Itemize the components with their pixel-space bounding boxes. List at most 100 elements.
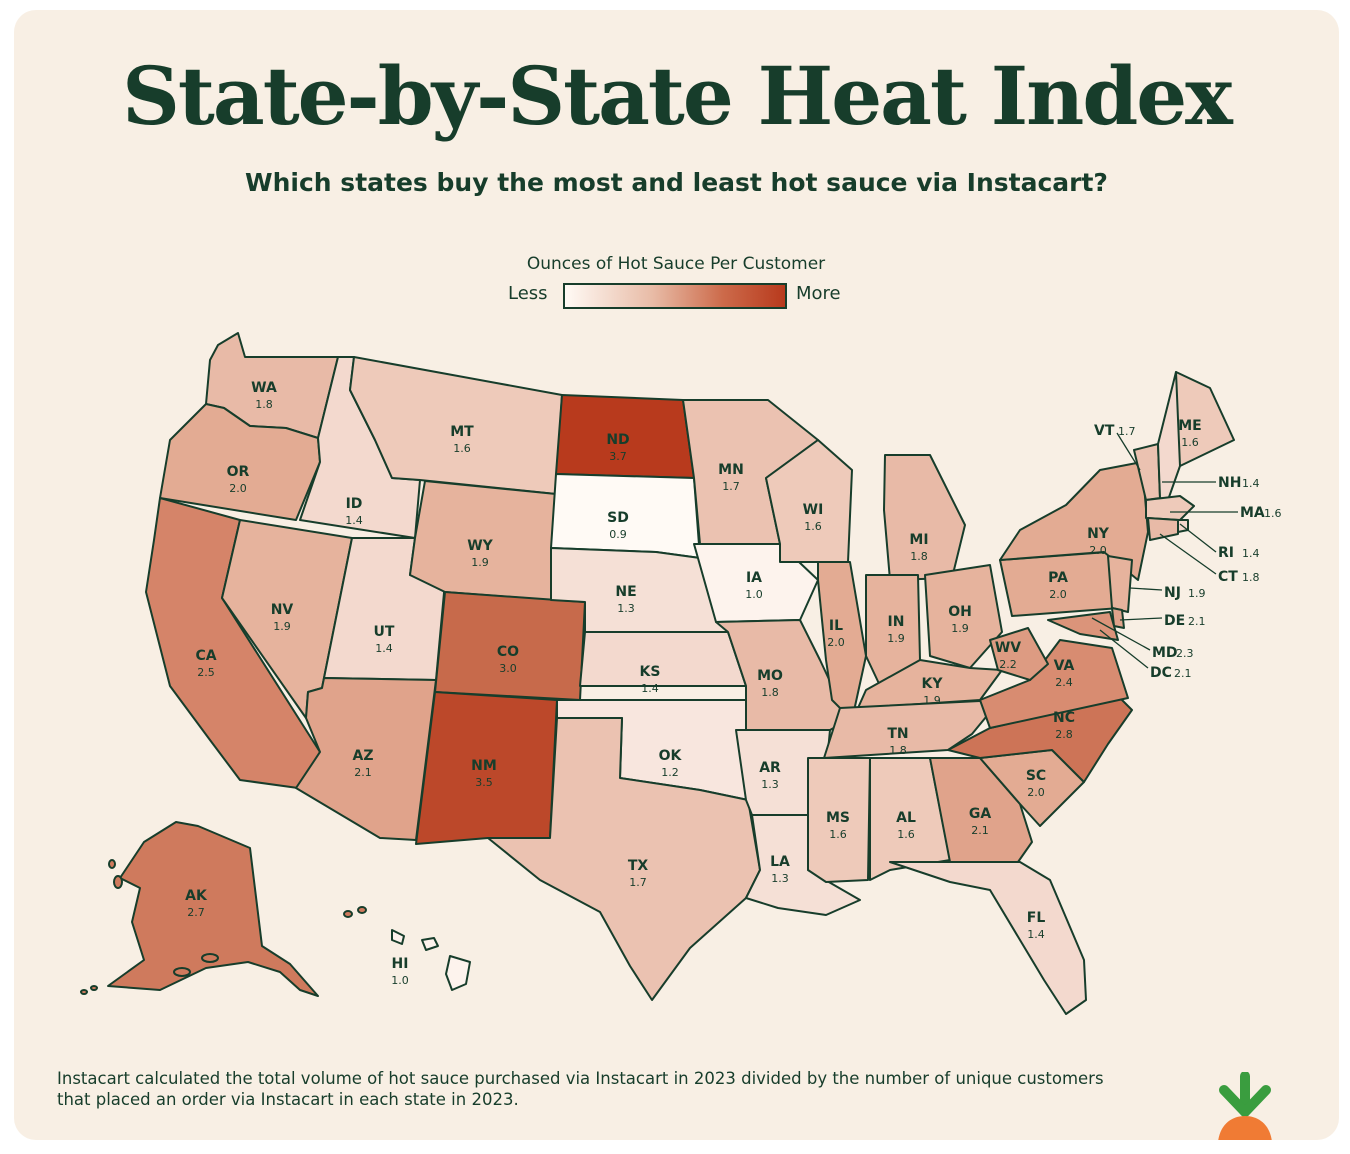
state-value-al: 1.6 (897, 828, 915, 841)
state-abbr-ky: KY (922, 676, 944, 692)
state-value-va: 2.4 (1055, 676, 1073, 689)
page-subtitle: Which states buy the most and least hot … (245, 168, 1108, 197)
state-value-dc: 2.1 (1174, 667, 1192, 680)
state-value-me: 1.6 (1181, 436, 1199, 449)
state-shape-wv (989, 627, 1049, 681)
state-value-mo: 1.8 (761, 686, 779, 699)
state-labels: WA 1.8 OR 2.0 CA 2.5 ID 1.4 NV 1.9 UT 1.4 AZ 2.1 MT 1.6… (185, 380, 1281, 987)
state-abbr-ny: NY (1087, 526, 1110, 542)
state-shape-nh (1157, 371, 1181, 501)
state-abbr-me: ME (1178, 418, 1202, 434)
state-value-ut: 1.4 (375, 642, 393, 655)
state-abbr-mt: MT (450, 424, 474, 440)
state-value-md: 2.3 (1176, 647, 1194, 660)
state-abbr-tn: TN (887, 726, 908, 742)
state-abbr-vt: VT (1094, 423, 1115, 439)
state-abbr-ga: GA (969, 806, 991, 822)
state-abbr-az: AZ (353, 748, 374, 764)
state-value-co: 3.0 (499, 662, 517, 675)
state-abbr-or: OR (227, 464, 250, 480)
ak-island-1 (173, 967, 191, 977)
state-value-wi: 1.6 (804, 520, 822, 533)
state-value-pa: 2.0 (1049, 588, 1067, 601)
state-abbr-wa: WA (251, 380, 277, 396)
state-value-ok: 1.2 (661, 766, 679, 779)
state-abbr-ut: UT (374, 624, 395, 640)
state-value-or: 2.0 (229, 482, 247, 495)
state-value-nj: 1.9 (1188, 587, 1206, 600)
state-abbr-ks: KS (640, 664, 661, 680)
state-abbr-il: IL (829, 618, 843, 634)
state-abbr-dc: DC (1150, 665, 1172, 681)
state-value-il: 2.0 (827, 636, 845, 649)
state-shape-ny (999, 461, 1149, 581)
legend-title: Ounces of Hot Sauce Per Customer (526, 254, 826, 274)
state-abbr-wv: WV (995, 640, 1021, 656)
ak-island-2 (113, 875, 123, 889)
state-abbr-oh: OH (948, 604, 972, 620)
state-abbr-tx: TX (628, 858, 649, 874)
state-abbr-ca: CA (195, 648, 216, 664)
state-value-mn: 1.7 (722, 480, 740, 493)
ak-island-4 (90, 985, 98, 991)
state-abbr-sd: SD (607, 510, 629, 526)
state-value-wy: 1.9 (471, 556, 489, 569)
state-shape-fl (889, 861, 1087, 1015)
state-abbr-ne: NE (615, 584, 636, 600)
state-value-wv: 2.2 (999, 658, 1017, 671)
leader-line-md (1091, 617, 1151, 651)
state-abbr-va: VA (1054, 658, 1075, 674)
state-shape-hi (391, 929, 471, 991)
state-shape-nj (1107, 555, 1133, 613)
state-value-hi: 1.0 (391, 974, 409, 987)
state-value-ak: 2.7 (187, 906, 205, 919)
state-abbr-wi: WI (803, 502, 824, 518)
leader-line-nj (1129, 587, 1163, 591)
state-abbr-ok: OK (659, 748, 683, 764)
leader-line-ct (1159, 533, 1217, 575)
legend-gradient-bar (563, 283, 787, 309)
state-value-id: 1.4 (345, 514, 363, 527)
state-shape-oh (924, 564, 1003, 669)
state-abbr-ak: AK (185, 888, 208, 904)
state-shape-tx (487, 717, 761, 1001)
state-value-ky: 1.9 (923, 694, 941, 707)
state-value-vt: 1.7 (1118, 425, 1136, 438)
state-abbr-mi: MI (909, 532, 928, 548)
state-abbr-nj: NJ (1164, 585, 1181, 601)
state-value-oh: 1.9 (951, 622, 969, 635)
ak-island-3 (108, 859, 116, 869)
state-abbr-al: AL (896, 810, 916, 826)
leader-line-vt (1116, 432, 1141, 471)
state-value-nd: 3.7 (609, 450, 627, 463)
ak-island-6 (343, 910, 353, 918)
state-shape-tn (823, 699, 1001, 759)
state-shape-de (1111, 607, 1125, 629)
state-value-in: 1.9 (887, 632, 905, 645)
state-value-az: 2.1 (354, 766, 372, 779)
state-value-fl: 1.4 (1027, 928, 1045, 941)
ak-island-0 (201, 953, 219, 963)
state-abbr-hi: HI (392, 956, 409, 972)
infographic-card: State-by-State Heat Index Which states b… (14, 10, 1339, 1140)
state-abbr-ar: AR (759, 760, 781, 776)
state-abbr-co: CO (497, 644, 519, 660)
instacart-carrot-logo-icon (1218, 1072, 1272, 1140)
state-abbr-nh: NH (1218, 475, 1241, 491)
state-abbr-in: IN (888, 614, 905, 630)
state-value-ne: 1.3 (617, 602, 635, 615)
state-abbr-md: MD (1152, 645, 1178, 661)
state-value-ct: 1.8 (1242, 571, 1260, 584)
state-value-tx: 1.7 (629, 876, 647, 889)
state-value-nh: 1.4 (1242, 477, 1260, 490)
state-abbr-nm: NM (471, 758, 497, 774)
state-value-tn: 1.8 (889, 744, 907, 757)
page-title: State-by-State Heat Index (122, 49, 1233, 143)
state-value-nc: 2.8 (1055, 728, 1073, 741)
state-shape-ks (579, 631, 747, 687)
state-abbr-id: ID (346, 496, 363, 512)
state-abbr-ia: IA (746, 570, 762, 586)
state-shape-ma (1145, 495, 1195, 521)
state-abbr-de: DE (1164, 613, 1185, 629)
state-value-ny: 2.0 (1089, 544, 1107, 557)
